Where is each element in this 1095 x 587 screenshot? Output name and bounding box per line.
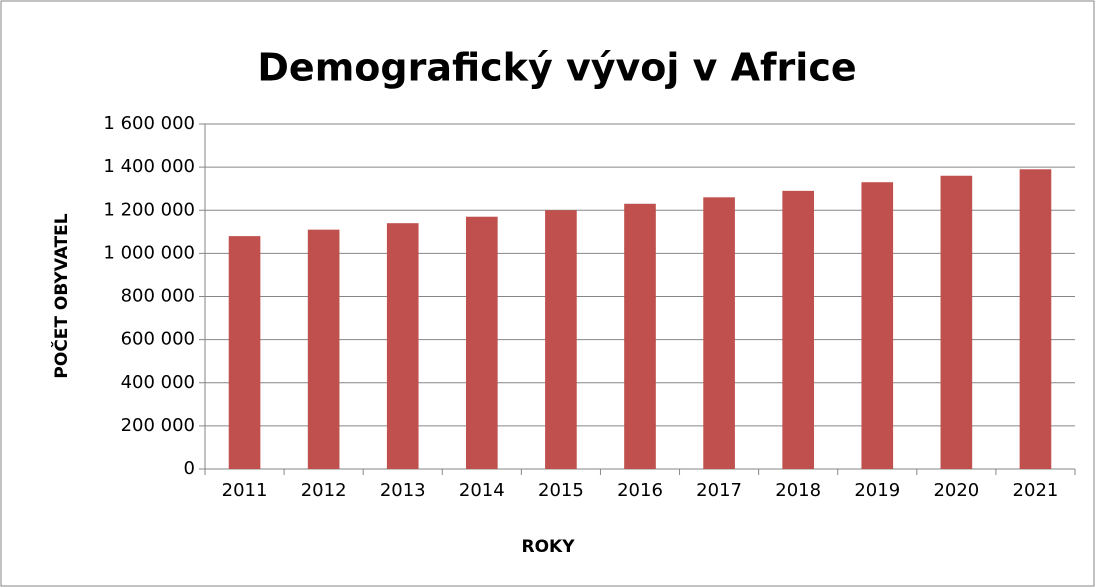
y-tick-label: 0	[184, 458, 195, 479]
y-tick-label: 1 200 000	[103, 199, 195, 220]
bar	[624, 203, 656, 469]
x-axis-label: ROKY	[521, 537, 575, 557]
x-tick-label: 2015	[538, 480, 584, 501]
x-tick-label: 2019	[854, 480, 900, 501]
bar	[703, 197, 735, 469]
bar	[228, 236, 261, 469]
y-axis-label: POČET OBYVATEL	[50, 213, 72, 378]
x-tick-label: 2011	[222, 480, 268, 501]
y-tick-label: 1 400 000	[103, 156, 195, 177]
chart-title: Demografický vývoj v Africe	[257, 46, 856, 90]
y-tick-label: 1 000 000	[103, 242, 195, 263]
x-tick-label: 2014	[459, 480, 505, 501]
x-tick-label: 2016	[617, 480, 663, 501]
y-tick-label: 200 000	[121, 415, 195, 436]
bar	[545, 210, 577, 469]
y-tick-label: 800 000	[121, 286, 195, 307]
x-tick-label: 2020	[933, 480, 979, 501]
x-tick-label: 2012	[301, 480, 347, 501]
bar	[307, 229, 340, 469]
bar	[1019, 169, 1052, 469]
x-tick-label: 2018	[775, 480, 821, 501]
x-tick-label: 2021	[1013, 480, 1059, 501]
x-tick-label: 2013	[380, 480, 426, 501]
y-tick-label: 1 600 000	[103, 113, 195, 134]
bar	[782, 190, 814, 469]
x-tick-label: 2017	[696, 480, 742, 501]
bar	[940, 175, 973, 469]
y-tick-label: 400 000	[121, 372, 195, 393]
bar	[466, 216, 498, 469]
y-tick-label: 600 000	[121, 329, 195, 350]
bar	[861, 182, 894, 469]
bar	[386, 223, 419, 469]
